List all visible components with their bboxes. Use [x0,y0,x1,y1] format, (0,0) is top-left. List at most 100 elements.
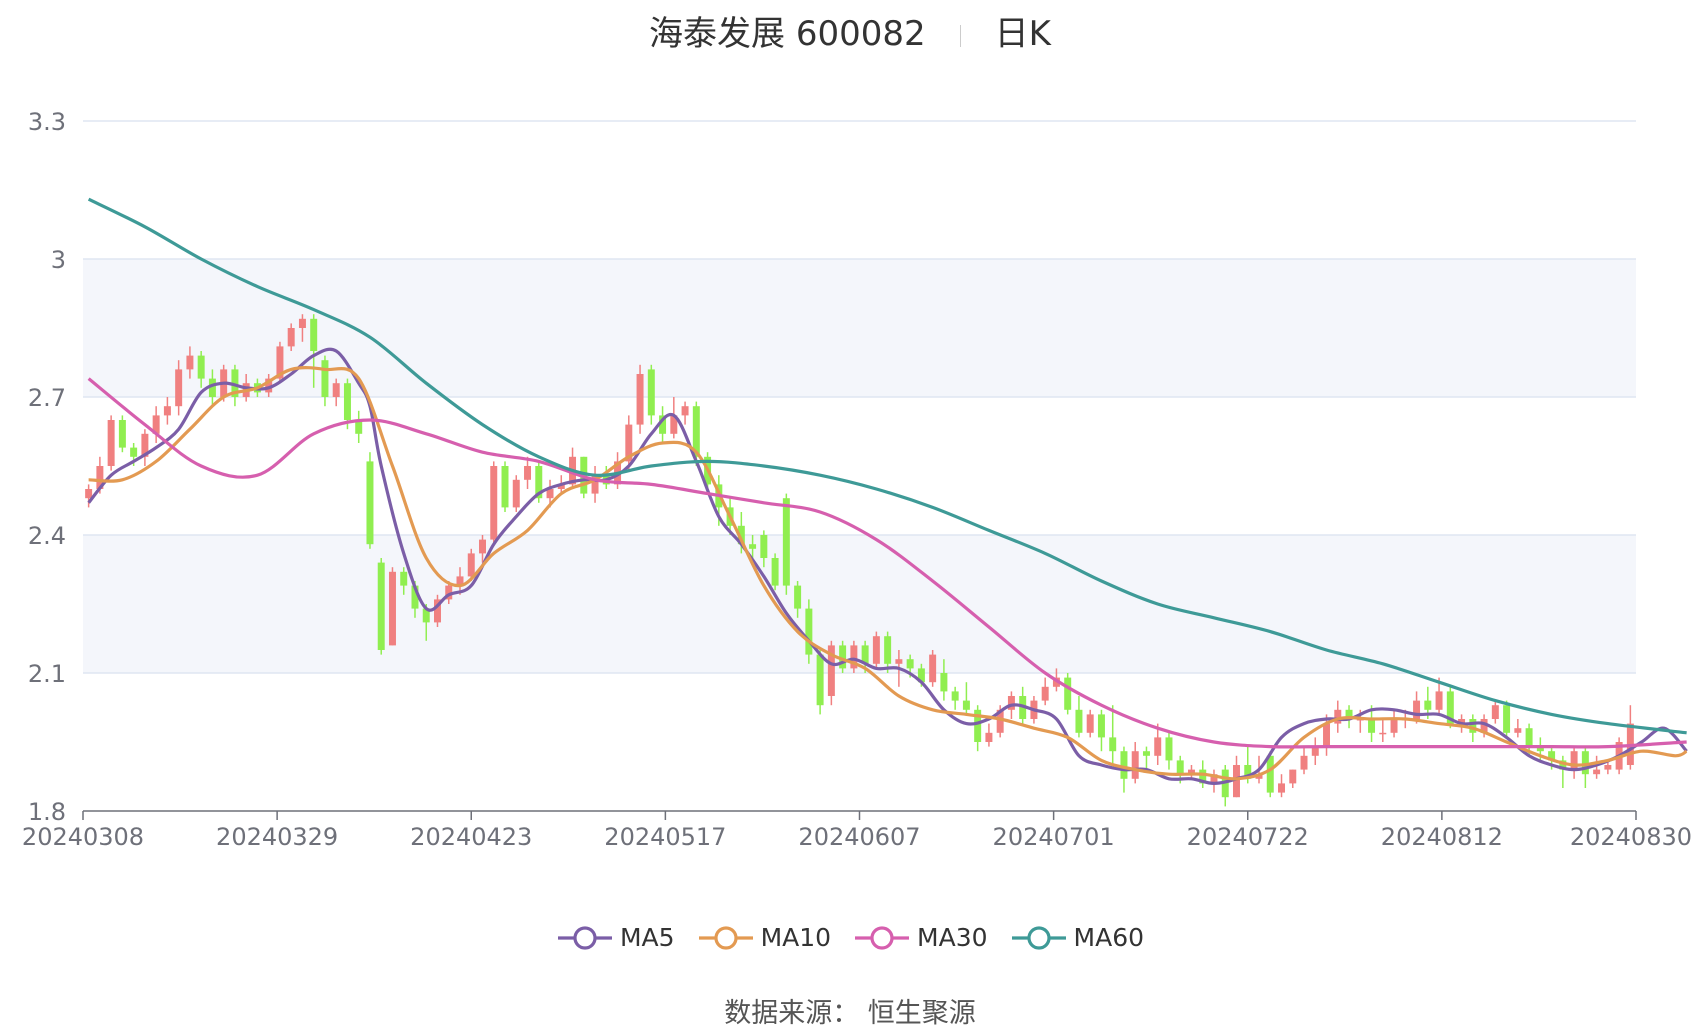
candle-body [1255,774,1263,779]
candle-down [692,401,700,466]
candle-body [411,585,419,609]
candle-body [152,415,160,434]
candle-body [1334,709,1342,724]
candle-body [546,489,554,499]
candle-body [659,415,667,434]
legend-line-circle-icon [557,926,612,950]
series-line-ma30 [87,377,1687,749]
candle-body [1131,751,1139,779]
candle-body [805,608,813,655]
x-tick-label: 20240722 [1187,823,1309,851]
candle-down [321,355,329,407]
x-tick-label: 20240830 [1570,823,1692,851]
candle-body [118,420,126,448]
chart-title: 海泰发展 600082 日K [0,10,1700,58]
legend-label: MA60 [1073,923,1145,952]
candle-up [141,429,149,466]
candle-body [1323,723,1331,747]
candle-body [1300,755,1308,770]
candle-up [1278,774,1285,798]
candle-body [1525,728,1533,747]
candle-down [760,530,768,568]
candle-body [1109,737,1117,752]
legend-item-ma10[interactable]: MA10 [697,918,831,958]
candle-body [1266,755,1274,793]
candle-body [85,489,93,499]
candle-body [1176,760,1184,775]
candle-down [940,659,948,701]
candle-body [141,433,149,457]
candle-down [1142,746,1150,770]
candle-body [1379,732,1387,735]
candle-body [1559,760,1567,770]
legend-item-ma5[interactable]: MA5 [556,918,675,958]
candle-up [985,723,993,747]
candle-up [1491,700,1499,724]
candle-body [1424,700,1432,710]
candle-up [1593,755,1601,779]
legend-item-ma30[interactable]: MA30 [853,918,988,958]
candle-down [794,581,802,618]
candle-down [208,369,216,407]
candle-up [1210,769,1218,793]
candle-body [681,406,689,416]
candle-body [1210,774,1218,784]
candle-up [1334,700,1342,733]
candle-body [321,360,329,397]
series-line-ma5 [87,347,1688,785]
candle-body [332,383,340,397]
candle-body [861,645,869,664]
candle-up [152,406,160,443]
candle-body [737,525,745,545]
title-separator [959,24,961,47]
candle-up [85,484,93,508]
candle-body [816,654,824,706]
legend-item-ma60[interactable]: MA60 [1010,918,1144,958]
candle-up [467,548,475,581]
candle-body [231,369,239,397]
candle-body [163,406,171,416]
candle-body [501,466,509,508]
candle-down [974,705,982,752]
candle-body [951,691,959,701]
grid-band [83,259,1636,397]
stock-title: 海泰发展 600082 [649,14,926,54]
candle-body [276,346,284,379]
candle-body [974,709,982,742]
candle-body [186,355,194,370]
candle-down [749,535,757,558]
candle-body [1064,677,1072,710]
candle-down [1503,700,1511,738]
candle-down [647,364,655,425]
candle-down [118,415,126,453]
y-tick-label: 2.1 [28,660,66,688]
candle-body [130,447,138,457]
candle-body [850,645,858,669]
candle-body [872,636,880,664]
candle-up [1323,714,1331,756]
candle-up [827,640,835,706]
candle-body [625,424,633,462]
candle-body [1514,728,1522,733]
candle-body [749,544,757,549]
candle-down [951,686,959,710]
candle-body [422,608,430,623]
candle-body [670,415,678,434]
legend: MA5 MA10 MA30 MA60 [0,918,1700,958]
candle-body [839,645,847,669]
candle-body [794,585,802,609]
legend-line-circle-icon [1011,926,1066,950]
candle-body [1480,719,1488,733]
candle-up [456,567,464,595]
data-source: 数据来源： 恒生聚源 [724,998,976,1029]
candle-body [1446,691,1454,724]
candle-body [1368,719,1376,733]
x-tick-label: 20240812 [1381,823,1503,851]
candle-down [782,493,790,595]
candle-body [1233,765,1240,798]
candle-down [1165,732,1173,770]
candle-up [490,461,498,545]
candle-body [771,558,779,586]
candle-up [1154,723,1162,765]
candle-up [1311,737,1319,765]
